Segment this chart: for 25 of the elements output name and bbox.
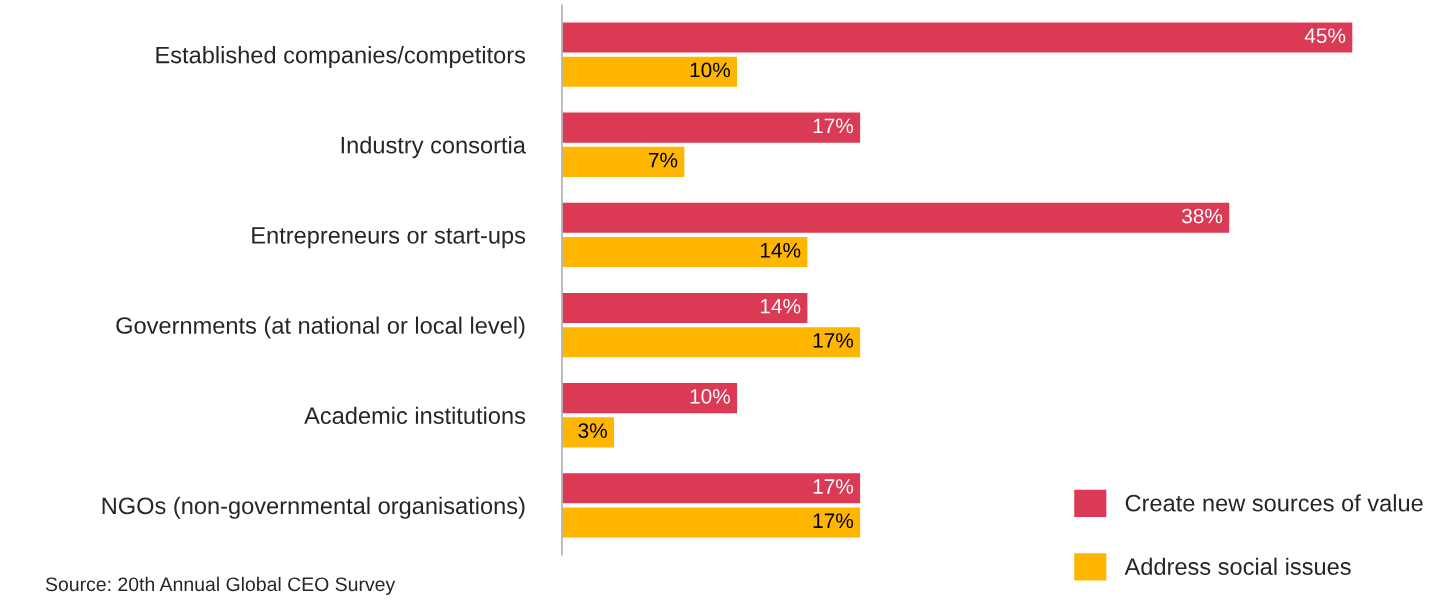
- data-label: 10%: [690, 62, 731, 78]
- bar: [562, 201, 1231, 235]
- y-tick-label: NGOs (non-governmental organisations): [102, 496, 525, 519]
- data-label: 17%: [813, 479, 854, 494]
- data-label: 17%: [813, 513, 854, 529]
- data-label: 3%: [578, 423, 607, 438]
- y-tick-label: Academic institutions: [304, 406, 526, 425]
- data-label: 17%: [813, 118, 854, 134]
- data-label: 45%: [1304, 28, 1346, 44]
- source-note: Source: 20th Annual Global CEO Survey: [45, 576, 396, 595]
- data-label: 38%: [1182, 208, 1223, 224]
- bar: [562, 325, 862, 359]
- y-tick-label: Entrepreneurs or start-ups: [252, 227, 526, 249]
- data-label: 7%: [648, 152, 678, 168]
- bar: [562, 291, 809, 325]
- y-tick-label: Industry consortia: [341, 136, 526, 159]
- bar: [562, 235, 809, 269]
- legend-label: Address social issues: [1124, 557, 1351, 576]
- legend-label: Create new sources of value: [1125, 494, 1423, 512]
- data-label: 14%: [760, 242, 801, 258]
- y-tick-label: Established companies/competitors: [156, 46, 526, 69]
- data-label: 17%: [813, 333, 854, 348]
- y-tick-label: Governments (at national or local level): [116, 316, 525, 339]
- data-label: 14%: [760, 298, 801, 314]
- data-label: 10%: [690, 388, 731, 404]
